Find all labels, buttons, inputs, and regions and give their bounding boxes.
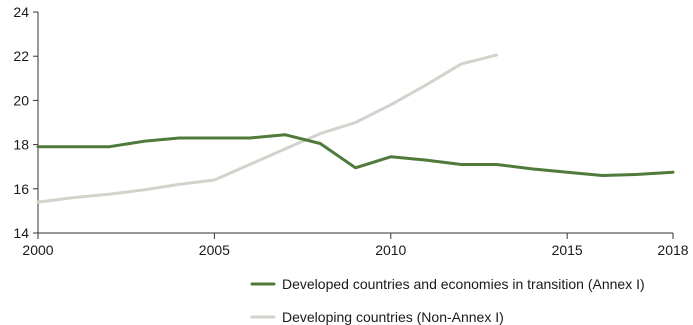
x-tick-label: 2000 (22, 242, 53, 258)
y-tick-label: 18 (13, 137, 29, 153)
y-tick-label: 24 (13, 4, 29, 20)
x-tick-label: 2018 (657, 242, 688, 258)
series-line-annex-i (36, 133, 675, 177)
x-tick-label: 2005 (199, 242, 230, 258)
legend-label: Developed countries and economies in tra… (282, 276, 645, 292)
x-axis: 2000 2005 2010 2015 2018 (22, 232, 689, 258)
legend-label: Developing countries (Non-Annex I) (282, 309, 504, 325)
x-tick-label: 2010 (375, 242, 406, 258)
y-tick-label: 14 (13, 225, 29, 241)
y-tick-label: 20 (13, 92, 29, 108)
legend-item-annex-i: Developed countries and economies in tra… (250, 276, 645, 292)
series-line-non-annex-i (36, 53, 499, 204)
series-layer (36, 53, 675, 204)
y-tick-label: 16 (13, 181, 29, 197)
y-axis: 14 16 18 20 22 24 (13, 4, 39, 241)
y-tick-label: 22 (13, 48, 29, 64)
legend-item-non-annex-i: Developing countries (Non-Annex I) (250, 309, 504, 325)
x-tick-label: 2015 (552, 242, 583, 258)
legend: Developed countries and economies in tra… (250, 276, 645, 325)
